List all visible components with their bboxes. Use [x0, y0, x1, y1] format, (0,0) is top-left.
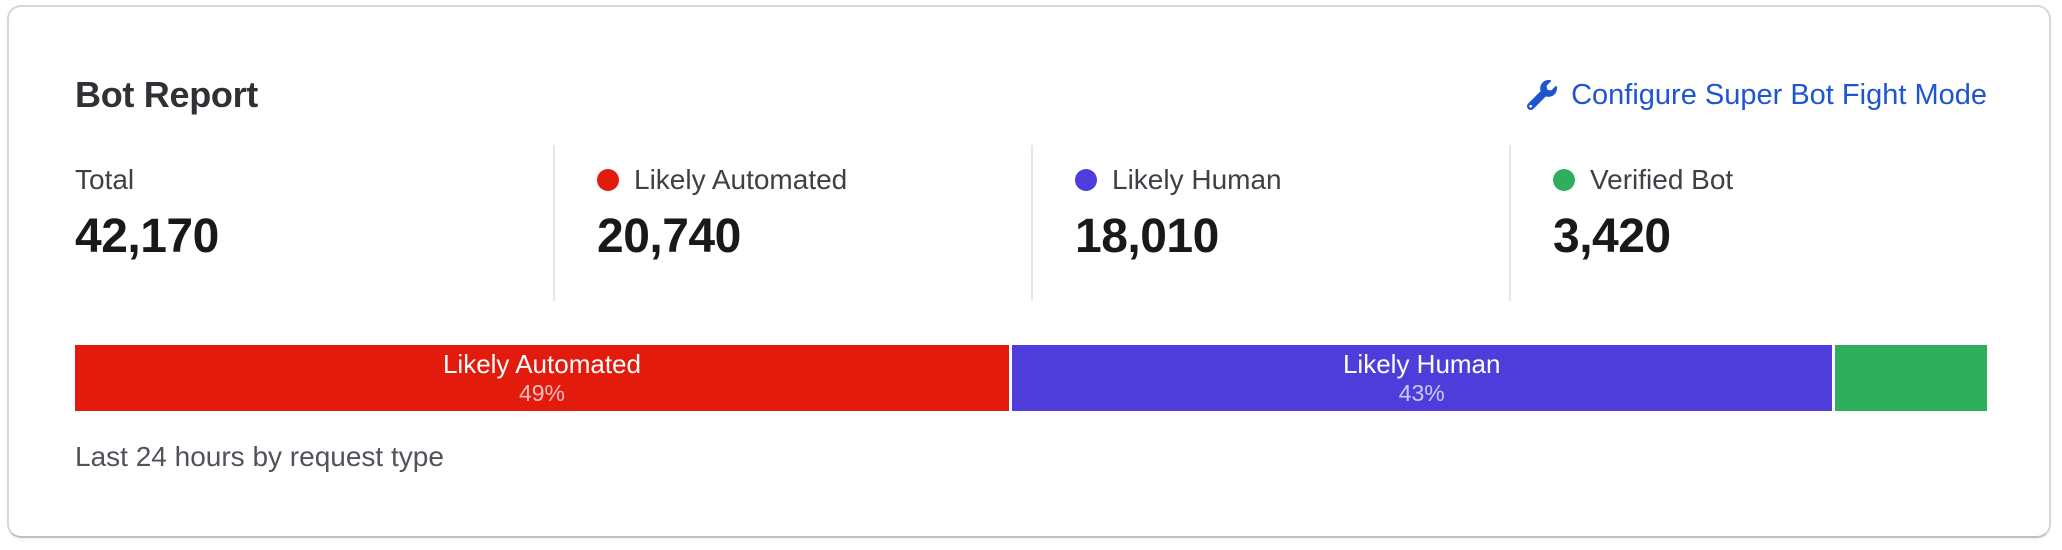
bot-report-card: Bot Report Configure Super Bot Fight Mod… — [7, 5, 2051, 538]
configure-link-label: Configure Super Bot Fight Mode — [1571, 78, 1987, 111]
bar-segment-label: Likely Automated — [442, 349, 641, 379]
stacked-bar: Likely Automated 49% Likely Human 43% — [75, 345, 1987, 411]
stat-total-label: Total — [75, 164, 135, 195]
stat-verified-bot-label: Verified Bot — [1590, 164, 1734, 195]
stat-likely-human-label: Likely Human — [1112, 164, 1282, 195]
timeframe-note: Last 24 hours by request type — [75, 441, 444, 472]
stat-verified-bot-value: 3,420 — [1553, 210, 1671, 263]
wrench-icon — [1527, 80, 1558, 110]
card-header: Bot Report Configure Super Bot Fight Mod… — [75, 71, 1987, 119]
stat-likely-human: Likely Human 18,010 — [1031, 145, 1509, 301]
stat-total-value: 42,170 — [75, 210, 219, 263]
bar-segment-label: Likely Human — [1342, 349, 1501, 379]
stat-verified-bot: Verified Bot 3,420 — [1509, 145, 1987, 301]
stat-likely-automated-value: 20,740 — [597, 210, 741, 263]
verified-bot-dot-icon — [1553, 169, 1575, 191]
bar-segment-verified-bot[interactable] — [1834, 345, 1987, 411]
page-title: Bot Report — [75, 74, 258, 115]
stat-total: Total 42,170 — [75, 145, 553, 301]
stat-label-row: Total — [75, 163, 553, 197]
stat-likely-human-value: 18,010 — [1075, 210, 1219, 263]
stat-likely-automated-label: Likely Automated — [634, 164, 848, 195]
configure-super-bot-fight-mode-link[interactable]: Configure Super Bot Fight Mode — [1527, 79, 1987, 112]
likely-human-dot-icon — [1075, 169, 1097, 191]
stat-label-row: Likely Human — [1075, 163, 1509, 197]
bar-segment-percent: 49% — [518, 380, 565, 406]
stat-label-row: Likely Automated — [597, 163, 1031, 197]
stats-row: Total 42,170 Likely Automated 20,740 Lik… — [75, 145, 1987, 301]
likely-automated-dot-icon — [597, 169, 619, 191]
stat-label-row: Verified Bot — [1553, 163, 1987, 197]
bar-segment-likely-human[interactable]: Likely Human 43% — [1011, 345, 1832, 411]
bar-segment-likely-automated[interactable]: Likely Automated 49% — [75, 345, 1009, 411]
bar-segment-percent: 43% — [1398, 380, 1445, 406]
stat-likely-automated: Likely Automated 20,740 — [553, 145, 1031, 301]
